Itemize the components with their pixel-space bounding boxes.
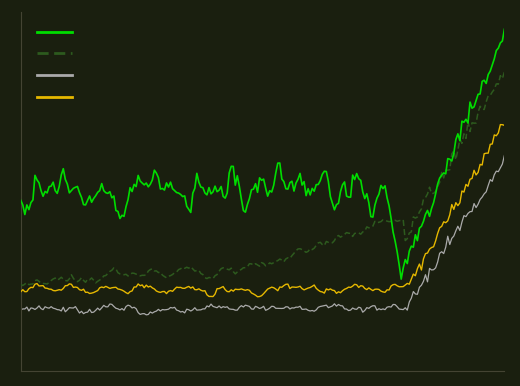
Legend: , , , : , , , — [37, 26, 76, 105]
